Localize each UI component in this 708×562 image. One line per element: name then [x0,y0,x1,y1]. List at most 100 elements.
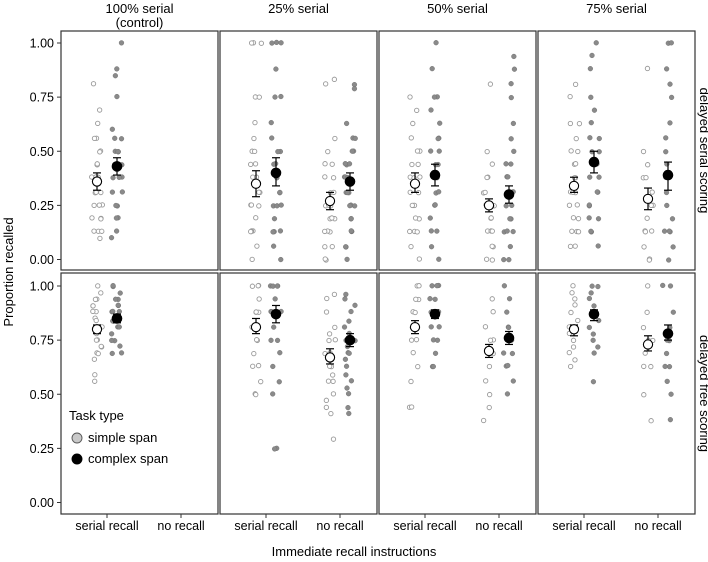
complex-span-point [110,283,116,289]
simple-span-point [329,161,335,167]
simple-span-point [90,81,97,87]
complex-span-point [277,350,283,356]
simple-span-mean [568,180,580,192]
simple-span-point [408,244,414,250]
complex-span-point [432,202,438,208]
simple-span-point [253,309,259,315]
simple-span-mean [642,339,654,350]
complex-span-point [268,337,274,343]
complex-span-point [114,228,120,234]
complex-span-mean [111,313,123,324]
x-tick-label: serial recall [393,519,456,533]
simple-span-point [483,256,490,262]
complex-span-point [510,378,516,384]
complex-span-point [344,256,350,262]
complex-span-mean [344,176,356,187]
simple-span-point [413,337,420,343]
complex-span-point [511,148,517,154]
simple-span-point [412,309,418,316]
simple-span-point [572,81,579,88]
complex-span-point [668,40,674,46]
complex-span-point [661,228,668,234]
panel-frame [537,30,696,271]
simple-span-point [90,308,96,315]
complex-span-mean [588,308,600,320]
complex-span-point [590,331,596,337]
simple-span-point [489,161,495,167]
complex-span-point [509,350,516,357]
complex-span-point [595,344,601,350]
complex-span-mean [662,328,674,339]
complex-span-point [664,378,670,384]
complex-span-point [274,283,280,289]
simple-span-point [258,379,264,385]
simple-span-point [484,174,490,181]
simple-span-point [646,257,652,263]
complex-span-mean [111,161,123,172]
complex-span-mean [503,189,515,200]
complex-span-point [663,135,669,141]
legend-complex-span-swatch [71,453,83,465]
complex-span-point [670,244,676,250]
simple-span-point [258,40,265,46]
complex-span-point [666,257,672,263]
complex-span-point [511,53,517,60]
simple-span-point [323,397,330,403]
simple-span-point [93,337,100,343]
complex-span-point [506,324,512,331]
complex-span-point [590,337,596,343]
y-tick-label: 0.50 [30,388,54,402]
simple-span-point [407,94,413,100]
panel-frame [60,30,219,271]
complex-span-point [117,343,123,349]
simple-span-point [98,290,104,296]
simple-span-point [487,337,494,343]
complex-span-mean [588,156,600,168]
complex-span-point [343,291,349,297]
complex-span-point [432,296,438,302]
x-tick-label: serial recall [75,519,138,533]
simple-span-point [569,228,575,234]
complex-span-point [663,189,670,196]
simple-span-point [574,202,580,208]
simple-span-point [94,161,100,167]
simple-span-point [480,417,487,424]
simple-span-point [570,283,576,289]
complex-span-point [427,296,433,302]
simple-span-point [332,135,338,142]
complex-span-point [109,331,115,337]
complex-span-point [119,189,125,195]
simple-span-point [566,349,572,356]
simple-span-point [252,161,259,167]
simple-span-point [649,228,655,234]
complex-span-point [344,385,350,391]
complex-span-point [118,136,125,142]
simple-span-point [640,148,647,155]
complex-span-point [503,161,509,167]
complex-span-point [110,308,116,315]
simple-span-point [572,161,579,167]
simple-span-point [572,302,578,308]
complex-span-point [667,417,673,423]
simple-span-point [255,362,262,369]
complex-span-point [117,290,123,296]
complex-span-point [504,309,510,315]
complex-span-point [660,282,666,289]
complex-span-mean [344,334,356,346]
complex-span-point [268,120,274,126]
complex-span-point [510,120,516,127]
simple-span-point [408,135,414,141]
simple-span-point [89,215,95,221]
complex-span-point [109,189,115,195]
complex-span-point [431,94,438,100]
simple-span-point [97,235,103,242]
complex-span-point [273,66,279,72]
complex-span-point [115,302,121,308]
simple-span-mean [483,200,495,211]
complex-span-point [271,243,277,249]
simple-span-point [248,161,254,168]
complex-span-point [348,216,354,222]
complex-span-point [110,175,116,181]
complex-span-point [274,337,281,343]
simple-span-point [576,121,583,127]
